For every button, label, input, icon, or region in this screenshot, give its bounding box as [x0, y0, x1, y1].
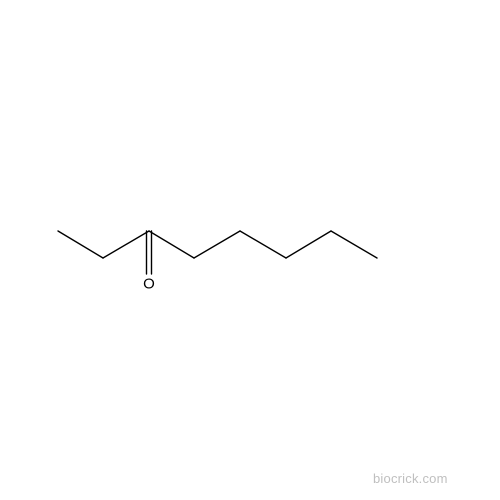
bond-line: [331, 231, 377, 258]
watermark-text: biocrick.com: [373, 471, 448, 486]
atom-label: O: [143, 276, 155, 293]
bond-line: [103, 231, 149, 258]
figure-canvas: O biocrick.com: [0, 0, 500, 500]
bond-line: [194, 231, 240, 258]
bond-line: [286, 231, 331, 258]
molecule-structure: O: [0, 0, 500, 500]
bond-line: [58, 231, 103, 258]
bond-line: [240, 231, 286, 258]
bond-line: [149, 231, 194, 258]
